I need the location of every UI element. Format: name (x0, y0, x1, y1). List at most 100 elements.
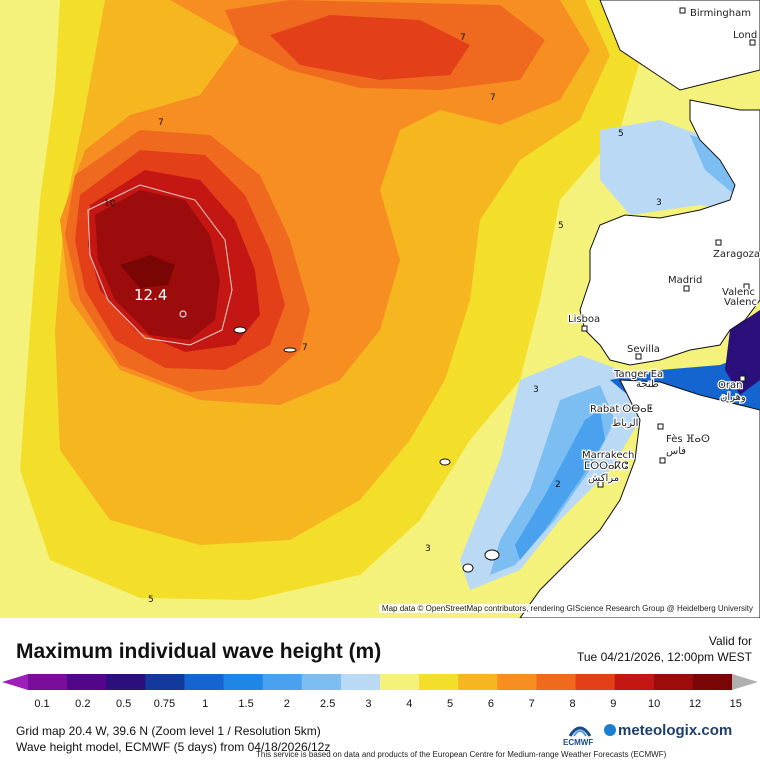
color-scale-segment (653, 674, 694, 690)
map-title: Maximum individual wave height (m) (16, 640, 382, 663)
color-scale-segment (67, 674, 107, 690)
color-scale-tick: 15 (729, 698, 742, 710)
color-scale-tick: 6 (487, 698, 494, 710)
wave-zone-1m-coast (515, 410, 605, 560)
map-canvas: 7 7 7 10 7 5 5 3 3 2 3 5 12.4 Birmingham… (0, 0, 760, 618)
city-label: Zaragoza (713, 249, 760, 260)
color-scale-segment (380, 674, 420, 690)
city-label: Lisboa (568, 314, 600, 325)
city-label: Madrid (668, 275, 702, 286)
wave-zone-med-deep (725, 310, 760, 395)
model-info: Wave height model, ECMWF (5 days) from 0… (16, 740, 331, 754)
color-scale (2, 674, 758, 690)
city-markers: Birmingham Lond Zaragoza Madrid Valenc V… (567, 7, 760, 488)
city-label: Tanger Ea (613, 369, 663, 380)
island-madeira (439, 458, 451, 466)
color-scale-tick: 10 (648, 698, 661, 710)
color-scale-segment (223, 674, 264, 690)
city-label: مراكش (588, 473, 619, 484)
color-scale-segment (145, 674, 185, 690)
brand-name: meteologix.com (618, 722, 733, 739)
wave-zone-15m (120, 255, 175, 288)
city-label: Birmingham (690, 8, 751, 19)
island-canary-2 (484, 549, 500, 561)
city-label: Sevilla (627, 344, 660, 355)
valid-label: Valid for (708, 634, 752, 648)
color-scale-segment (419, 674, 459, 690)
color-scale-tick: 0.75 (153, 698, 176, 710)
color-scale-tick: 1.5 (238, 698, 254, 710)
city-label: Rabat ⵔⴱⴰⵟ (590, 404, 653, 415)
max-wave-label: 12.4 (134, 286, 167, 304)
contour-label: 5 (618, 129, 624, 139)
color-scale-segment (301, 674, 342, 690)
contour-label: 5 (148, 595, 154, 605)
color-scale-tick: 7 (528, 698, 535, 710)
island-canary-1 (462, 563, 474, 573)
contour-label: 3 (533, 385, 539, 395)
color-scale-tick: 8 (569, 698, 576, 710)
city-label: وهران (720, 392, 746, 403)
color-scale-tick: 3 (365, 698, 372, 710)
valid-time: Tue 04/21/2026, 12:00pm WEST (577, 650, 752, 664)
color-scale-tick: 9 (610, 698, 617, 710)
color-scale-tick: 12 (688, 698, 702, 710)
brand-logo[interactable]: meteologix.com (604, 722, 732, 739)
land-continent (579, 99, 760, 366)
island-azores (283, 347, 297, 353)
city-label: Valenc (724, 297, 757, 308)
color-scale-tick: 0.1 (34, 698, 50, 710)
color-scale-segment (28, 674, 68, 690)
color-scale-tick: 0.5 (115, 698, 132, 710)
ecmwf-label: ECMWF (563, 738, 594, 747)
contour-label: 7 (460, 33, 466, 43)
contour-label: 5 (558, 221, 564, 231)
color-scale-segment (458, 674, 498, 690)
ecmwf-logo-icon (568, 726, 592, 737)
color-scale-segment (614, 674, 655, 690)
grid-info: Grid map 20.4 W, 39.6 N (Zoom level 1 / … (16, 724, 321, 738)
map-attribution: Map data © OpenStreetMap contributors, r… (378, 604, 756, 613)
color-scale-segment (497, 674, 537, 690)
color-scale-tick: 1 (202, 698, 209, 710)
color-scale-min-arrow (2, 674, 28, 690)
legend-panel: Maximum individual wave height (m) Valid… (0, 618, 760, 760)
city-label: ⵎⵔⵔⴰⴽⵛ (584, 461, 628, 472)
city-label: Marrakech (582, 450, 634, 461)
globe-icon (604, 724, 616, 736)
contour-label: 7 (302, 343, 308, 353)
disclaimer: This service is based on data and produc… (256, 750, 667, 759)
color-scale-segment (692, 674, 733, 690)
contour-label: 3 (656, 198, 662, 208)
land-uk (599, 0, 760, 91)
contour-label: 10 (104, 199, 116, 209)
city-label: الرباط (612, 418, 638, 429)
color-scale-tick: 0.2 (75, 698, 91, 710)
city-label: فاس (666, 446, 686, 457)
max-wave-marker (179, 310, 187, 318)
contour-label: 7 (490, 93, 496, 103)
contour-label: 3 (425, 544, 431, 554)
city-label: Valenc (722, 287, 755, 298)
city-label: Oran (718, 380, 742, 391)
color-scale-segment (575, 674, 616, 690)
color-scale-max-arrow (732, 674, 758, 690)
color-scale-segment (262, 674, 303, 690)
contour-10m (87, 184, 233, 346)
contour-label: 2 (555, 480, 561, 490)
color-scale-segment (536, 674, 577, 690)
city-label: طنجة (636, 379, 659, 390)
color-scale-segment (340, 674, 381, 690)
color-scale-segment (106, 674, 146, 690)
color-scale-tick: 2 (283, 698, 290, 710)
wave-zone-9m-north (270, 15, 470, 80)
color-scale-tick: 2.5 (320, 698, 336, 710)
contour-label: 7 (158, 118, 164, 128)
wave-height-map[interactable]: 7 7 7 10 7 5 5 3 3 2 3 5 12.4 Birmingham… (0, 0, 760, 618)
city-label: Fès ⴼⴰⵙ (666, 433, 710, 445)
color-scale-tick: 4 (406, 698, 413, 710)
color-scale-segment (184, 674, 225, 690)
island-azores-2 (233, 326, 247, 334)
color-scale-tick: 5 (447, 698, 454, 710)
city-label: Lond (733, 30, 757, 41)
